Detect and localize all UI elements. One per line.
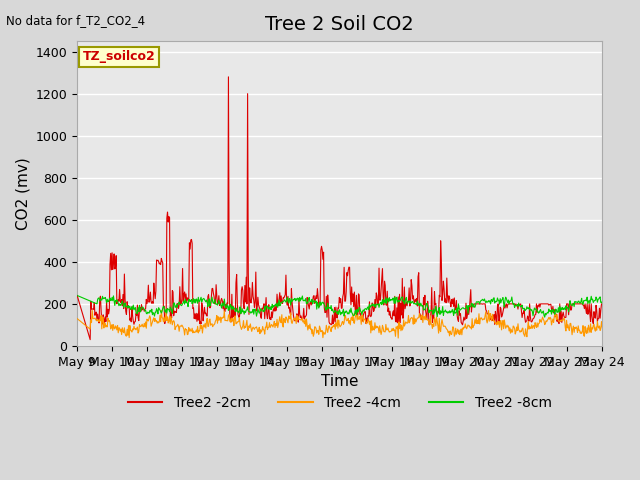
Legend: Tree2 -2cm, Tree2 -4cm, Tree2 -8cm: Tree2 -2cm, Tree2 -4cm, Tree2 -8cm [122, 390, 557, 415]
X-axis label: Time: Time [321, 374, 358, 389]
Text: TZ_soilco2: TZ_soilco2 [83, 50, 155, 63]
Y-axis label: CO2 (mv): CO2 (mv) [15, 157, 30, 230]
Text: No data for f_T2_CO2_4: No data for f_T2_CO2_4 [6, 14, 145, 27]
Title: Tree 2 Soil CO2: Tree 2 Soil CO2 [266, 15, 414, 34]
